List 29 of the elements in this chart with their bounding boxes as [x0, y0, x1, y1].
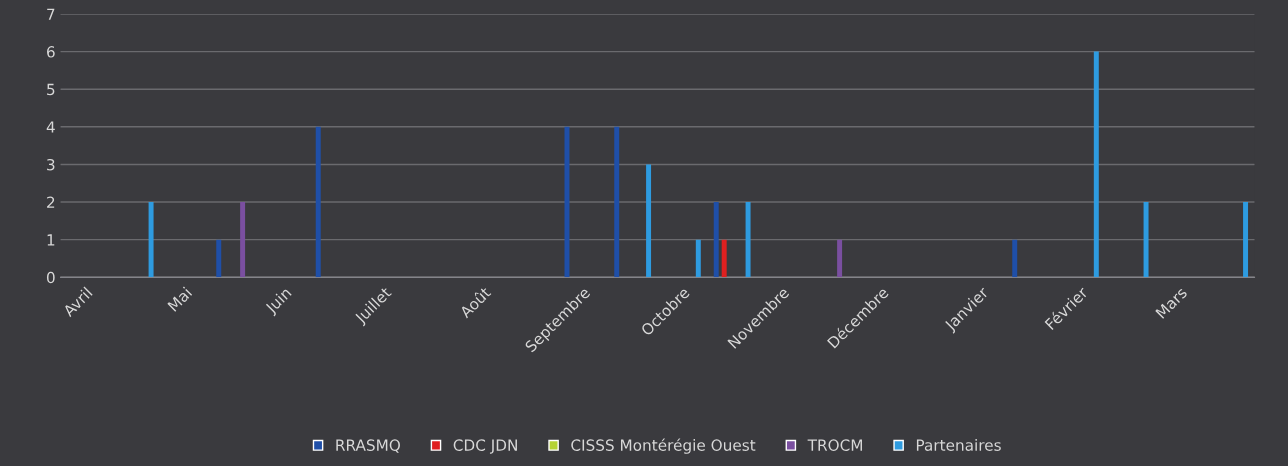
legend-label: CDC JDN: [453, 439, 517, 454]
bar: [148, 202, 154, 278]
bar: [646, 164, 652, 278]
bar: [1093, 51, 1099, 278]
y-tick-label: 1: [47, 234, 55, 246]
bar: [1012, 239, 1018, 278]
bar: [564, 126, 570, 278]
y-tick-label: 5: [47, 83, 55, 96]
bar: [216, 239, 222, 278]
bar: [614, 126, 620, 278]
bar: [1243, 202, 1249, 278]
bar: [721, 239, 727, 278]
legend-label: Partenaires: [916, 439, 1001, 451]
y-tick-label: 6: [47, 46, 55, 58]
legend-label: RRASMQ: [336, 439, 400, 453]
y-tick-label: 4: [46, 121, 55, 133]
bar: [695, 239, 701, 278]
bar: [315, 126, 321, 278]
y-tick-label: 3: [47, 158, 55, 171]
legend-label: CISSS Montérégie Ouest: [571, 438, 756, 454]
y-tick-label: 0: [46, 271, 55, 284]
y-tick-label: 2: [47, 196, 55, 208]
legend-label: TROCM: [807, 439, 862, 451]
bar: [745, 202, 751, 278]
bar: [713, 202, 719, 278]
bar: [240, 202, 246, 278]
y-tick-label: 7: [47, 8, 55, 20]
bar: [837, 239, 843, 278]
bar: [1143, 202, 1149, 278]
